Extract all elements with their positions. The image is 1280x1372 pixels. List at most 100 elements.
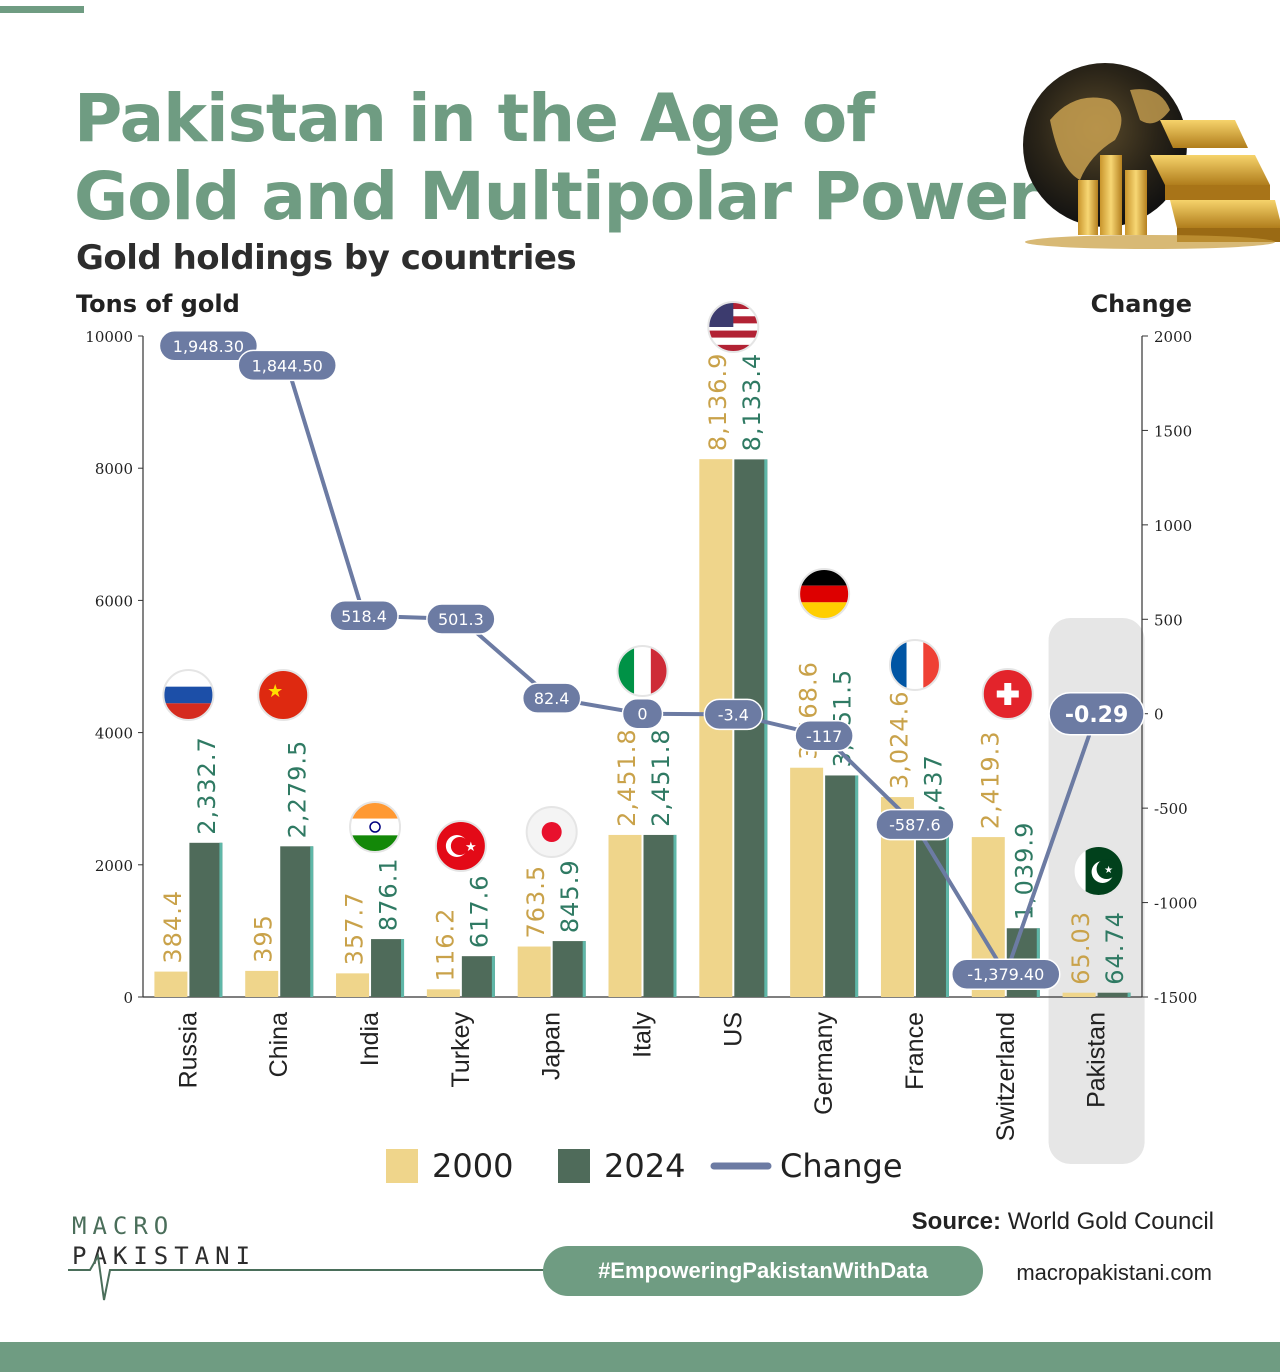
value-label-2000-japan: 763.5 [522, 865, 550, 939]
china-flag-icon-ring [257, 669, 310, 721]
change-pill-china [237, 349, 337, 382]
switzerland-flag-icon-cross-h [996, 690, 1019, 698]
page-title: Pakistan in the Age of Gold and Multipol… [74, 80, 1041, 236]
value-label-2024-japan: 845.9 [556, 859, 584, 933]
switzerland-flag-icon-ring [981, 668, 1034, 720]
bar-2000-pakistan [1062, 992, 1096, 997]
y-tick-label: 4000 [95, 725, 133, 743]
pakistan-flag-icon-moon-cut [1096, 859, 1117, 879]
turkey-flag-icon: ★ [434, 820, 487, 872]
change-label-pakistan: -0.29 [1065, 703, 1128, 728]
japan-flag-icon-ring [525, 806, 578, 858]
value-label-2024-us: 8,133.4 [738, 353, 766, 452]
category-label-india: India [356, 1012, 384, 1066]
legend-change-label: Change [780, 1147, 903, 1185]
italy-flag-icon-band [634, 646, 651, 696]
value-label-2000-russia: 384.4 [159, 890, 187, 964]
change-label-france: -587.6 [889, 816, 941, 835]
germany-flag-icon [798, 568, 851, 620]
germany-flag-icon-band [799, 585, 850, 603]
value-label-2000-india: 357.7 [341, 892, 369, 966]
turkey-flag-icon-ring [434, 820, 487, 872]
us-flag-icon [707, 301, 760, 353]
category-label-italy: Italy [629, 1012, 657, 1058]
italy-flag-icon-ring [616, 645, 669, 697]
bar-2024-edge-germany [855, 775, 859, 997]
source-value: World Gold Council [1007, 1208, 1214, 1235]
hashtag-badge: #EmpoweringPakistanWithData [543, 1246, 983, 1296]
legend-2000-swatch [386, 1149, 418, 1183]
value-label-2000-italy: 2,451.8 [613, 728, 641, 827]
bar-2000-germany [790, 767, 824, 997]
bar-2024-edge-italy [673, 834, 677, 997]
bar-2024-edge-india [401, 939, 405, 997]
value-label-2024-switzerland: 1,039.9 [1010, 822, 1038, 921]
bar-2000-turkey [426, 989, 460, 997]
us-flag-icon-band [708, 330, 759, 338]
russia-flag-icon-ring [162, 669, 215, 721]
change-label-germany: -117 [806, 727, 842, 746]
india-flag-icon-wheel [369, 821, 381, 833]
turkey-flag-icon-fill: ★ [435, 821, 486, 871]
bar-2024-turkey [461, 956, 495, 997]
value-label-2000-pakistan: 65.03 [1067, 911, 1095, 985]
russia-flag-icon-band [163, 686, 214, 704]
switzerland-flag-icon-fill [982, 669, 1033, 719]
category-label-russia: Russia [174, 1012, 202, 1089]
value-label-2000-us: 8,136.9 [704, 353, 732, 452]
category-label-turkey: Turkey [447, 1012, 475, 1088]
bar-2024-edge-france [945, 835, 949, 997]
title-line-1: Pakistan in the Age of [74, 80, 875, 157]
turkey-flag-icon-moon-cut [450, 837, 469, 855]
us-flag-icon-band [708, 344, 759, 352]
chart-subtitle: Gold holdings by countries [76, 238, 577, 278]
y2-tick-label: -500 [1154, 800, 1188, 818]
y-tick-label: 10000 [85, 328, 133, 346]
change-pill-india [329, 600, 399, 632]
category-label-germany: Germany [810, 1012, 838, 1115]
value-label-2024-russia: 2,332.7 [193, 736, 221, 835]
china-flag-icon: ★ [257, 669, 310, 721]
y2-tick-label: -1500 [1154, 989, 1197, 1007]
bar-2000-russia [154, 971, 188, 997]
legend-2000-label: 2000 [432, 1147, 513, 1185]
y2-tick-label: 1500 [1154, 422, 1192, 440]
switzerland-flag-icon [981, 668, 1034, 720]
change-pill-germany [794, 720, 854, 752]
change-label-italy: 0 [637, 705, 647, 724]
legend-2024-swatch [558, 1149, 590, 1183]
bar-2000-india [336, 973, 370, 997]
pakistan-flag-icon: ★ [1072, 845, 1125, 897]
category-label-france: France [901, 1012, 929, 1090]
bar-2024-pakistan [1097, 992, 1131, 997]
change-pill-switzerland [951, 958, 1061, 990]
category-label-japan: Japan [538, 1012, 566, 1080]
change-pill-pakistan [1048, 692, 1145, 736]
category-label-switzerland: Switzerland [992, 1012, 1020, 1141]
change-pill-russia [158, 330, 259, 362]
bar-2024-edge-us [764, 459, 768, 997]
change-label-india: 518.4 [341, 607, 387, 626]
value-label-2000-china: 395 [250, 914, 278, 963]
y2-tick-label: 500 [1154, 611, 1183, 629]
y2-tick-label: 0 [1154, 706, 1164, 724]
change-pill-us [703, 698, 764, 731]
y2-tick-label: 1000 [1154, 517, 1192, 535]
bar-2024-edge-japan [582, 941, 586, 997]
change-pill-turkey [426, 603, 496, 635]
bar-2024-edge-pakistan [1127, 992, 1131, 997]
bar-2024-india [371, 939, 405, 997]
italy-flag-icon [616, 645, 669, 697]
japan-flag-icon-fill [526, 807, 577, 857]
bar-2024-edge-china [310, 846, 314, 997]
website-link[interactable]: macropakistani.com [1016, 1260, 1212, 1285]
china-flag-icon-bg [258, 670, 309, 720]
y2-tick-label: -1000 [1154, 895, 1197, 913]
source-label: Source: [911, 1208, 1002, 1235]
us-flag-icon-ring [707, 301, 760, 353]
bar-2024-france [915, 835, 949, 997]
change-label-turkey: 501.3 [438, 610, 484, 629]
logo-line-1: MACRO [72, 1212, 174, 1240]
change-pill-japan [521, 682, 582, 714]
bar-2024-russia [189, 842, 223, 997]
